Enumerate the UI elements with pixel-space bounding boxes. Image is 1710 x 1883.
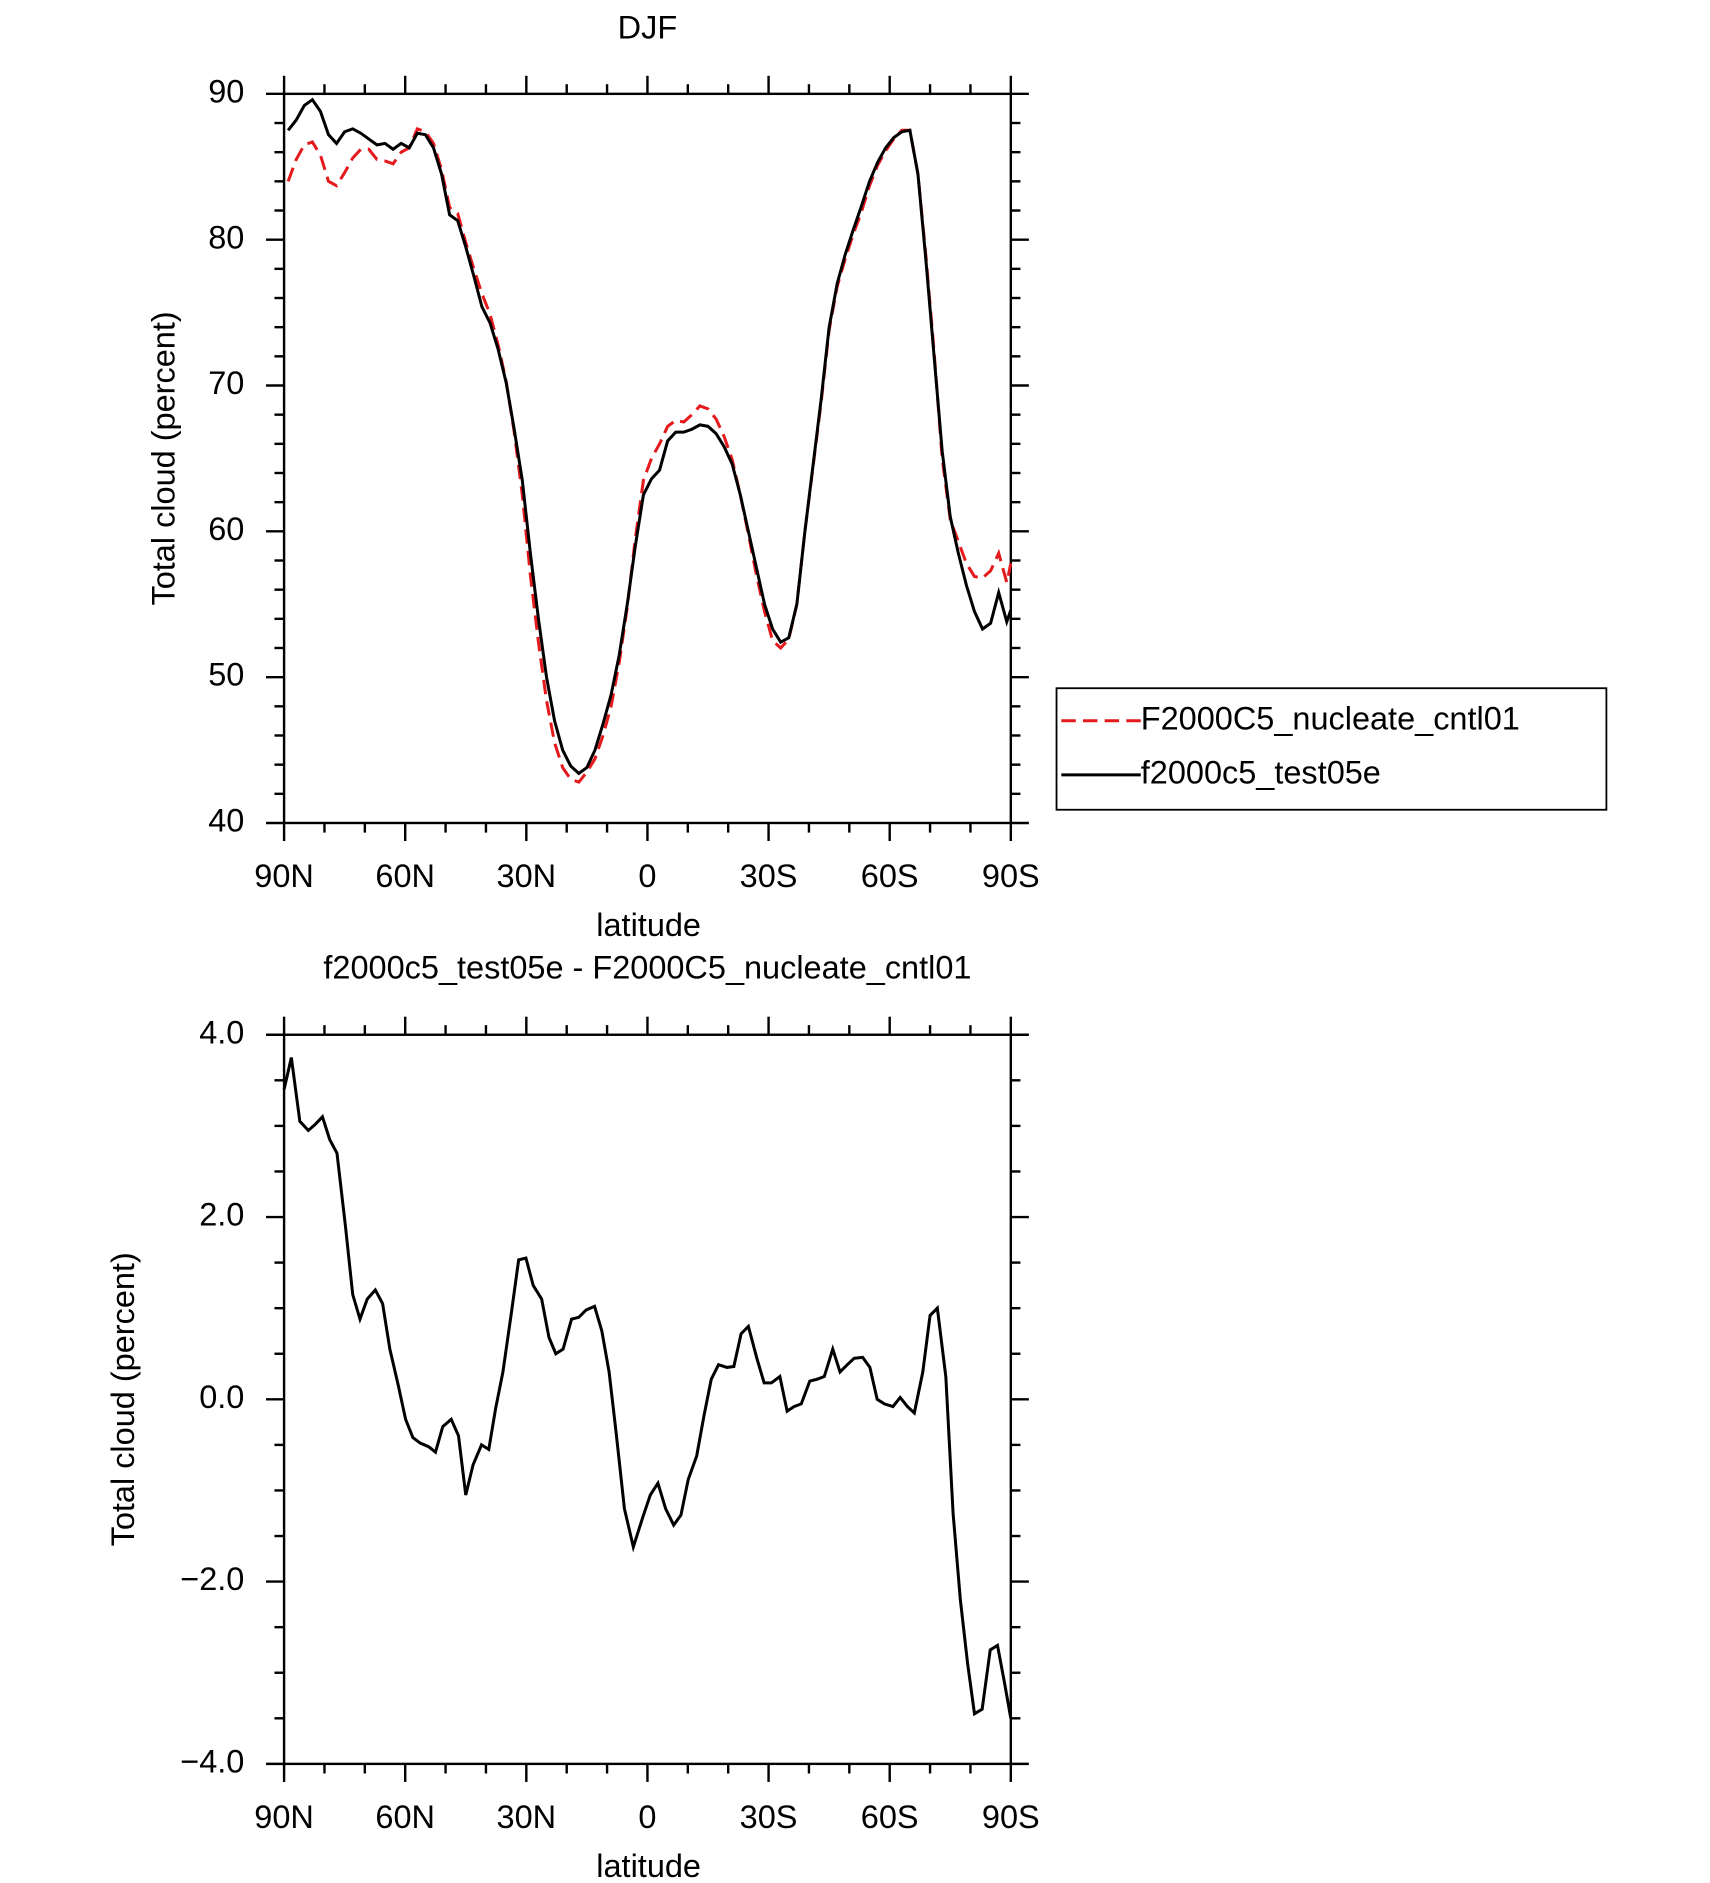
data-line bbox=[282, 1057, 1013, 1719]
y-tick-label: 90 bbox=[208, 73, 244, 109]
legend-label: F2000C5_nucleate_cntl01 bbox=[1141, 700, 1520, 736]
chart-title: f2000c5_test05e - F2000C5_nucleate_cntl0… bbox=[323, 949, 971, 985]
data-line bbox=[286, 97, 1013, 776]
y-tick-label: −4.0 bbox=[180, 1743, 244, 1779]
y-tick-label: 60 bbox=[208, 511, 244, 547]
y-tick-label: 4.0 bbox=[199, 1014, 244, 1050]
x-axis-label: latitude bbox=[596, 1848, 701, 1883]
data-line bbox=[286, 126, 1013, 784]
x-tick-label: 30S bbox=[740, 1799, 798, 1835]
x-tick-label: 30N bbox=[497, 858, 557, 894]
y-tick-label: 40 bbox=[208, 803, 244, 839]
y-tick-label: 80 bbox=[208, 219, 244, 255]
x-axis-label: latitude bbox=[596, 907, 701, 943]
x-tick-label: 30N bbox=[497, 1799, 557, 1835]
y-tick-label: 50 bbox=[208, 657, 244, 693]
plot-frame bbox=[282, 1033, 1013, 1766]
x-tick-label: 0 bbox=[638, 1799, 656, 1835]
x-tick-label: 60S bbox=[861, 1799, 919, 1835]
y-tick-label: 70 bbox=[208, 365, 244, 401]
y-axis-label: Total cloud (percent) bbox=[105, 1252, 141, 1546]
y-axis-label: Total cloud (percent) bbox=[146, 311, 182, 605]
x-tick-label: 0 bbox=[638, 858, 656, 894]
x-tick-label: 90N bbox=[254, 858, 314, 894]
x-tick-label: 60S bbox=[861, 858, 919, 894]
x-tick-label: 90N bbox=[254, 1799, 314, 1835]
y-tick-label: −2.0 bbox=[180, 1561, 244, 1597]
chart-title: DJF bbox=[618, 10, 678, 46]
x-tick-label: 90S bbox=[982, 1799, 1040, 1835]
x-tick-label: 60N bbox=[375, 1799, 435, 1835]
y-tick-label: 0.0 bbox=[199, 1379, 244, 1415]
y-tick-label: 2.0 bbox=[199, 1197, 244, 1233]
x-tick-label: 90S bbox=[982, 858, 1040, 894]
legend-box bbox=[1055, 687, 1608, 811]
x-tick-label: 30S bbox=[740, 858, 798, 894]
x-tick-label: 60N bbox=[375, 858, 435, 894]
plot-frame bbox=[282, 92, 1013, 825]
legend-label: f2000c5_test05e bbox=[1141, 754, 1381, 790]
